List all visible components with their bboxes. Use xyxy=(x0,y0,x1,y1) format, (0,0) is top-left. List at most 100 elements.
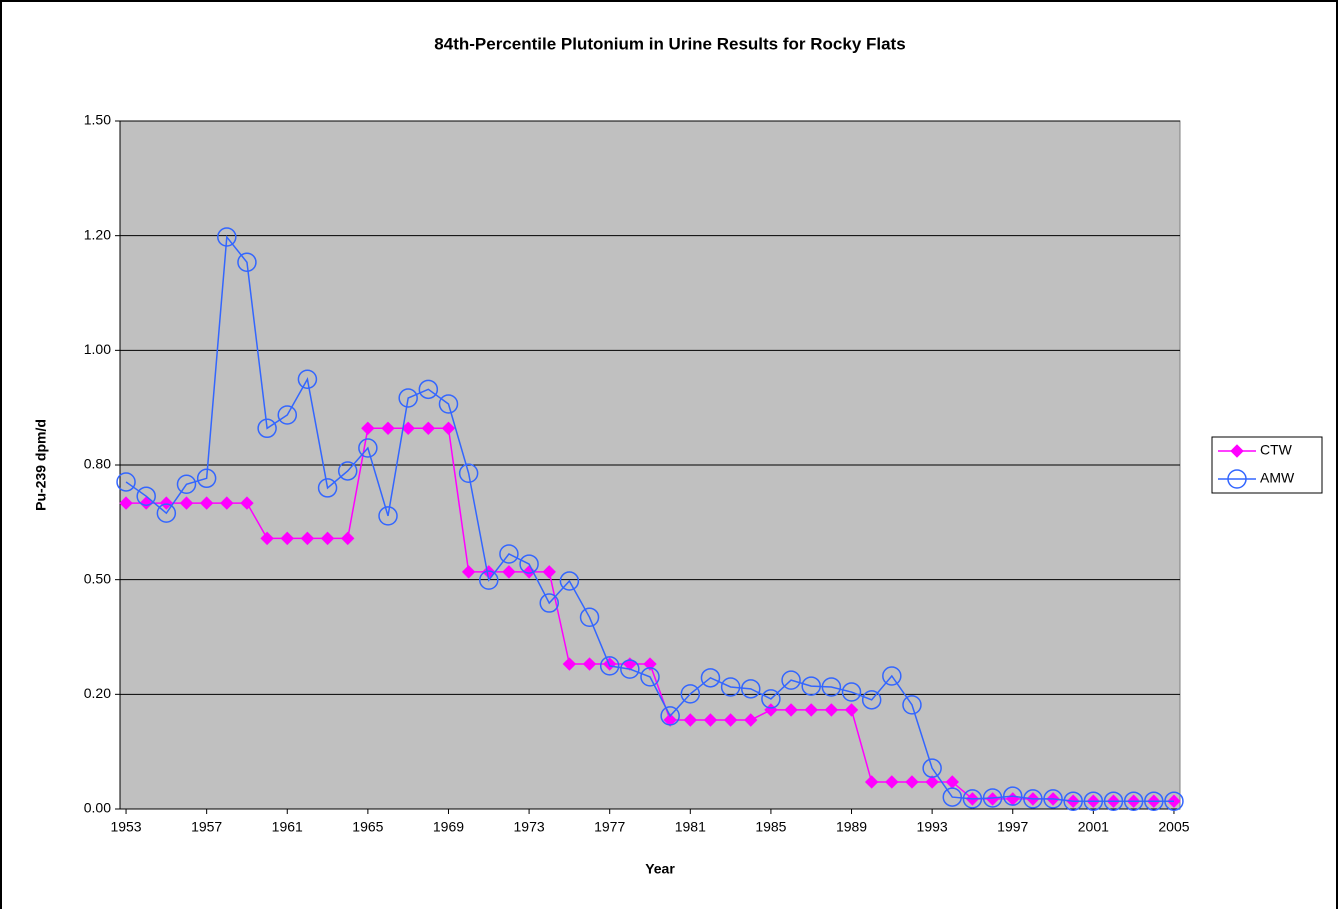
marker xyxy=(700,668,721,688)
x-tick-label: 1965 xyxy=(352,819,383,835)
marker xyxy=(418,379,439,400)
marker xyxy=(925,775,939,789)
marker xyxy=(341,531,355,546)
x-tick-label: 1973 xyxy=(514,819,545,835)
marker xyxy=(176,474,197,495)
x-tick-label: 1981 xyxy=(675,819,706,835)
marker xyxy=(116,472,136,492)
x-tick-label: 1957 xyxy=(191,819,222,835)
marker xyxy=(196,468,217,489)
marker xyxy=(744,713,758,727)
marker xyxy=(1123,791,1144,811)
marker xyxy=(260,531,274,546)
marker xyxy=(156,503,177,523)
marker xyxy=(1002,786,1023,806)
x-tick-label: 1989 xyxy=(836,819,867,835)
marker xyxy=(559,571,580,591)
x-tick-label: 1969 xyxy=(433,819,464,835)
marker xyxy=(398,388,418,408)
marker xyxy=(159,496,174,510)
marker xyxy=(962,789,983,809)
marker xyxy=(982,788,1003,808)
marker xyxy=(441,421,456,436)
marker xyxy=(824,703,839,717)
marker xyxy=(882,666,902,686)
x-tick-label: 2005 xyxy=(1158,819,1189,835)
x-tick-label: 1993 xyxy=(917,819,948,835)
marker xyxy=(720,677,741,697)
marker xyxy=(723,713,738,727)
marker xyxy=(136,486,156,506)
marker xyxy=(277,405,298,425)
y-tick-label: 1.20 xyxy=(84,226,111,242)
marker xyxy=(801,676,821,696)
marker xyxy=(317,478,338,498)
legend-label: CTW xyxy=(1260,442,1293,458)
marker xyxy=(582,657,597,671)
marker xyxy=(844,703,859,717)
marker xyxy=(337,461,358,481)
x-tick-label: 1953 xyxy=(110,819,141,835)
marker xyxy=(280,531,294,546)
x-tick-label: 1997 xyxy=(997,819,1028,835)
x-axis-title: Year xyxy=(645,861,675,877)
y-axis-title: Pu-239 dpm/d xyxy=(33,419,49,511)
marker xyxy=(257,418,277,439)
marker xyxy=(741,679,761,699)
marker xyxy=(885,775,899,789)
marker xyxy=(358,438,378,458)
marker xyxy=(942,787,963,807)
marker xyxy=(237,252,257,273)
marker xyxy=(804,703,818,717)
x-tick-label: 1985 xyxy=(755,819,786,835)
marker xyxy=(297,369,318,389)
chart-title: 84th-Percentile Plutonium in Urine Resul… xyxy=(434,34,905,53)
marker xyxy=(1043,789,1063,809)
marker xyxy=(761,689,781,709)
x-tick-label: 2001 xyxy=(1078,819,1109,835)
marker xyxy=(1063,791,1083,811)
x-tick-label: 1961 xyxy=(272,819,303,835)
legend-label: AMW xyxy=(1260,470,1295,486)
marker xyxy=(461,565,476,579)
marker xyxy=(680,684,701,704)
y-tick-label: 0.00 xyxy=(84,800,111,816)
marker xyxy=(361,421,375,436)
marker xyxy=(300,531,315,546)
marker xyxy=(502,565,516,579)
y-tick-label: 0.20 xyxy=(84,685,111,701)
marker xyxy=(240,496,254,510)
marker xyxy=(1144,791,1164,811)
marker xyxy=(1103,791,1124,811)
marker xyxy=(562,657,577,671)
y-tick-label: 1.50 xyxy=(84,112,111,128)
marker xyxy=(861,690,882,710)
marker xyxy=(623,657,637,671)
y-tick-label: 0.50 xyxy=(84,570,111,586)
marker xyxy=(378,506,398,526)
marker xyxy=(1164,791,1184,811)
marker xyxy=(905,775,919,789)
marker xyxy=(479,570,499,590)
marker xyxy=(179,496,194,510)
marker xyxy=(620,659,640,679)
marker xyxy=(499,544,519,564)
marker xyxy=(579,607,600,628)
series-line xyxy=(125,235,1174,802)
marker xyxy=(381,421,395,436)
marker xyxy=(458,463,479,484)
marker xyxy=(220,496,234,510)
marker xyxy=(821,677,842,697)
marker xyxy=(401,421,415,436)
legend-box xyxy=(1211,436,1323,494)
marker xyxy=(902,695,922,715)
y-tick-label: 0.80 xyxy=(84,456,111,472)
marker xyxy=(542,565,556,579)
marker xyxy=(217,227,237,247)
marker xyxy=(660,706,680,726)
marker xyxy=(1083,791,1104,811)
marker xyxy=(421,421,436,436)
marker xyxy=(784,703,798,717)
marker xyxy=(119,496,133,510)
